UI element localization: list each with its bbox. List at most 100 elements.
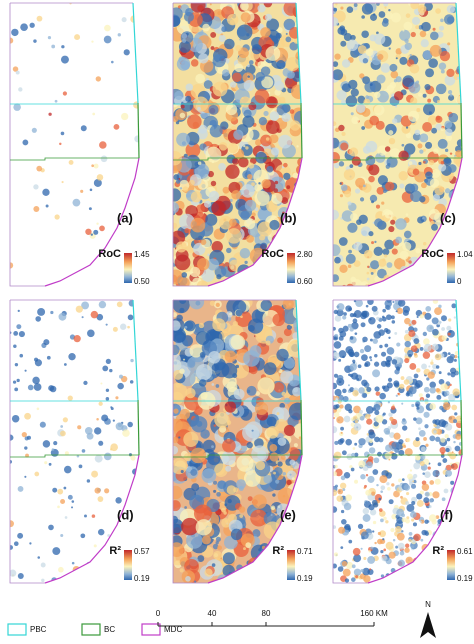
raster-cell [366, 461, 373, 469]
raster-cell [350, 34, 356, 41]
colorbar-max: 2.80 [297, 250, 313, 259]
raster-cell [251, 44, 262, 55]
legend-swatch [81, 623, 101, 636]
raster-cell [431, 168, 441, 178]
bc-coast [300, 399, 303, 456]
raster-cell [367, 265, 370, 269]
raster-cell [408, 538, 412, 542]
raster-cell [183, 11, 195, 22]
raster-cell [54, 214, 60, 220]
raster-cell [360, 531, 369, 540]
raster-cell [84, 514, 87, 518]
raster-cell [376, 31, 379, 35]
panel-label: (b) [280, 210, 297, 225]
raster-cell [453, 358, 457, 362]
mdc-coast [207, 454, 303, 584]
raster-cell [210, 46, 215, 50]
raster-cell [416, 456, 421, 460]
raster-cell [179, 568, 184, 573]
raster-cell [349, 373, 354, 378]
raster-cell [60, 533, 64, 538]
raster-cell [333, 412, 340, 418]
raster-cell [267, 281, 272, 285]
raster-cell [89, 188, 93, 192]
raster-cell [98, 300, 107, 309]
raster-cell [63, 465, 72, 474]
raster-cell [334, 440, 339, 446]
raster-cell [389, 148, 401, 159]
raster-cell [455, 228, 461, 235]
raster-cell [301, 196, 302, 200]
map-panel: (e) R² 0.71 0.19 [172, 299, 313, 584]
raster-cell [282, 529, 301, 548]
raster-cell [207, 258, 220, 271]
raster-cell [444, 120, 453, 129]
raster-cell [404, 340, 411, 348]
raster-cell [432, 242, 436, 247]
raster-cell [217, 480, 227, 489]
raster-cell [434, 419, 441, 426]
raster-cell [453, 419, 458, 424]
raster-cell [187, 114, 202, 129]
raster-cell [360, 474, 366, 480]
raster-cell [387, 377, 393, 383]
raster-cell [333, 506, 338, 513]
raster-cell [97, 496, 104, 502]
raster-cell [435, 115, 443, 123]
colorbar-max: 1.45 [134, 250, 150, 259]
raster-cell [181, 61, 190, 70]
raster-cell [427, 371, 435, 379]
raster-cell [400, 495, 403, 499]
raster [333, 3, 462, 286]
raster-cell [389, 82, 397, 89]
colorbar-title: RoC [421, 248, 444, 260]
raster-cell [14, 387, 19, 392]
raster-cell [11, 414, 20, 423]
raster-cell [265, 560, 274, 569]
raster-cell [286, 185, 291, 190]
raster-cell [173, 518, 184, 534]
raster-cell [246, 64, 250, 68]
raster-cell [51, 44, 56, 49]
raster-cell [103, 35, 112, 44]
raster-cell [429, 403, 436, 410]
raster-cell [355, 300, 363, 307]
raster-cell [398, 171, 409, 181]
raster-cell [399, 250, 409, 260]
raster-cell [368, 550, 371, 553]
raster-cell [276, 412, 280, 416]
raster-cell [173, 352, 181, 366]
raster-cell [300, 517, 302, 521]
raster-cell [416, 493, 423, 500]
raster-cell [422, 268, 427, 274]
raster-cell [246, 441, 253, 449]
raster-cell [352, 547, 361, 556]
raster-cell [363, 184, 366, 188]
colorbar-min: 0.19 [297, 574, 313, 583]
raster-cell [130, 358, 134, 363]
raster-cell [351, 564, 356, 569]
raster-cell [297, 558, 302, 562]
raster-cell [173, 188, 182, 202]
raster-cell [252, 494, 267, 509]
raster-cell [389, 432, 395, 438]
raster-cell [436, 394, 442, 400]
colorbar-min: 0.19 [457, 574, 473, 583]
bc-coast [137, 102, 140, 159]
raster-cell [226, 247, 232, 254]
raster-cell [49, 385, 57, 393]
raster-cell [345, 253, 356, 264]
raster-cell [423, 268, 432, 277]
colorbar-title: R² [109, 545, 121, 557]
raster-cell [182, 358, 186, 361]
raster-cell [399, 383, 405, 389]
raster-cell [446, 235, 458, 247]
raster-cell [194, 580, 197, 583]
raster-cell [13, 103, 21, 111]
raster-cell [247, 75, 250, 78]
raster-cell [216, 492, 221, 497]
raster-cell [405, 13, 411, 18]
raster-cell [189, 300, 205, 310]
raster-cell [395, 394, 398, 397]
raster-cell [257, 221, 273, 237]
